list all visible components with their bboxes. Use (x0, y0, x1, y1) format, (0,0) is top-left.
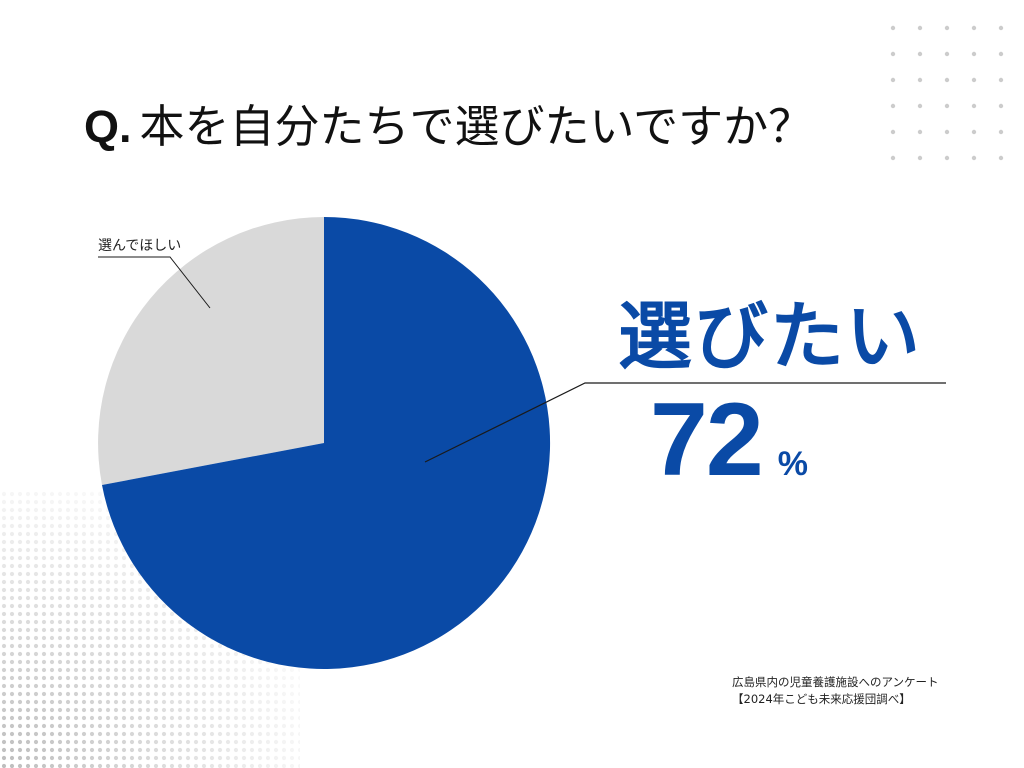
leader-line-main (424, 382, 946, 463)
source-note: 広島県内の児童養護施設へのアンケート 【2024年こども未来応援団調べ】 (732, 674, 939, 708)
pie-slice-choose-for-us (98, 217, 324, 485)
callout-label: 選びたい (618, 294, 922, 380)
pie-slice-choose-ourselves (102, 217, 551, 670)
label-choose-for-us: 選んでほしい (98, 238, 182, 254)
decorative-dot-grid-top-right (890, 25, 1004, 161)
callout-percentage-number: 72 (650, 382, 764, 498)
question-text: 本を自分たちで選びたいですか？ (139, 100, 814, 153)
callout-percentage-unit: % (777, 445, 808, 483)
question-title: Q. 本を自分たちで選びたいですか？ (84, 96, 813, 158)
question-prefix: Q. (84, 101, 132, 152)
leader-line-minor (98, 256, 211, 309)
source-line-1: 広島県内の児童養護施設へのアンケート (732, 675, 939, 689)
callout-value: 72% (650, 388, 808, 492)
source-line-2: 【2024年こども未来応援団調べ】 (732, 692, 911, 706)
